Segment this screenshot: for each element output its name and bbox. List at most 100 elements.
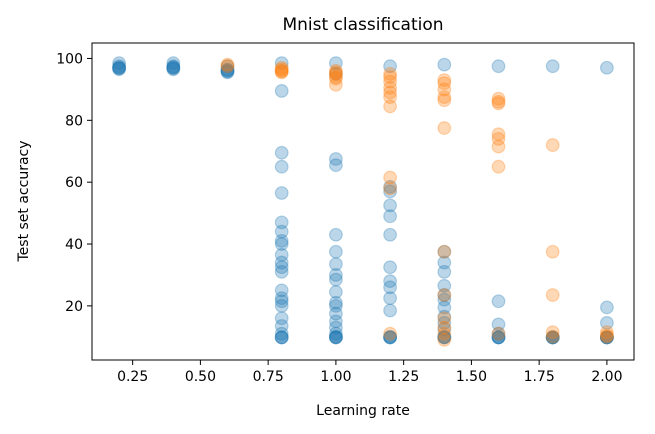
data-point	[545, 138, 560, 152]
y-tick-label: 100	[56, 51, 83, 67]
data-point	[600, 330, 614, 345]
data-point	[383, 303, 398, 318]
data-point	[545, 288, 560, 302]
data-point	[437, 288, 452, 302]
data-point	[600, 328, 614, 343]
data-point	[383, 74, 398, 89]
data-point	[329, 56, 343, 70]
data-point	[437, 315, 452, 330]
chart-title: Mnist classification	[282, 15, 443, 35]
data-point	[274, 264, 289, 279]
data-point	[545, 330, 560, 345]
data-point	[329, 158, 343, 173]
data-point	[437, 255, 452, 270]
data-point	[491, 59, 506, 74]
data-point	[491, 317, 506, 332]
data-point	[545, 330, 560, 345]
data-point	[329, 329, 343, 344]
data-point	[274, 84, 289, 98]
data-point	[274, 319, 289, 333]
data-point	[383, 209, 398, 224]
data-point	[437, 82, 452, 97]
data-point	[274, 237, 289, 251]
data-point	[329, 306, 343, 321]
data-point	[112, 60, 126, 75]
data-point	[166, 56, 181, 70]
data-point	[383, 280, 398, 295]
data-point	[600, 330, 614, 345]
x-tick-label: 1.25	[388, 369, 419, 385]
data-point	[491, 131, 506, 146]
data-point	[491, 91, 506, 106]
data-point	[220, 62, 235, 77]
y-tick-label: 40	[65, 237, 83, 253]
y-tick-label: 20	[65, 299, 83, 315]
data-point	[329, 67, 343, 81]
data-point	[274, 62, 289, 77]
data-point	[600, 329, 614, 344]
data-point	[329, 314, 343, 329]
data-point	[220, 65, 235, 80]
data-point	[491, 330, 506, 345]
data-point	[274, 224, 289, 239]
data-point	[491, 330, 506, 345]
data-point	[383, 330, 398, 345]
data-point	[437, 264, 452, 279]
data-point	[274, 326, 289, 341]
data-point	[166, 62, 181, 77]
data-point	[383, 67, 398, 81]
data-point	[274, 186, 289, 200]
data-point	[112, 56, 126, 70]
data-point	[329, 63, 343, 78]
data-point	[383, 329, 398, 344]
data-point	[220, 59, 235, 74]
x-axis-label: Learning rate	[316, 403, 410, 419]
data-point	[166, 60, 181, 75]
data-point	[220, 57, 235, 72]
data-point	[383, 99, 398, 114]
data-point	[437, 278, 452, 293]
data-point	[220, 63, 235, 78]
data-point	[329, 77, 343, 92]
data-point	[437, 330, 452, 345]
data-point	[383, 59, 398, 74]
data-point	[545, 59, 560, 74]
data-point	[600, 300, 614, 315]
data-point	[437, 73, 452, 88]
data-point	[437, 311, 452, 326]
data-point	[437, 76, 452, 91]
points-layer	[112, 56, 614, 347]
data-point	[383, 85, 398, 100]
data-point	[274, 291, 289, 306]
x-tick-label: 1.75	[524, 369, 555, 385]
data-point	[329, 257, 343, 272]
data-point	[437, 330, 452, 345]
y-tick-label: 60	[65, 175, 83, 191]
data-point	[329, 244, 343, 259]
data-point	[383, 181, 398, 196]
data-point	[329, 330, 343, 345]
data-point	[491, 127, 506, 142]
data-point	[383, 291, 398, 306]
data-point	[437, 329, 452, 344]
x-tick-label: 1.50	[456, 369, 487, 385]
data-point	[437, 288, 452, 302]
x-tick-label: 1.00	[320, 369, 351, 385]
data-point	[329, 71, 343, 86]
data-point	[491, 159, 506, 174]
data-point	[220, 63, 235, 78]
data-point	[274, 311, 289, 326]
data-point	[274, 294, 289, 309]
data-point	[112, 60, 126, 75]
data-point	[437, 90, 452, 105]
x-tick-label: 2.00	[591, 369, 622, 385]
data-point	[491, 326, 506, 341]
data-point	[437, 322, 452, 336]
data-point	[274, 64, 289, 79]
data-point	[274, 298, 289, 313]
data-point	[274, 215, 289, 230]
data-point	[274, 283, 289, 298]
data-point	[274, 65, 289, 80]
data-point	[383, 80, 398, 95]
data-point	[274, 247, 289, 262]
